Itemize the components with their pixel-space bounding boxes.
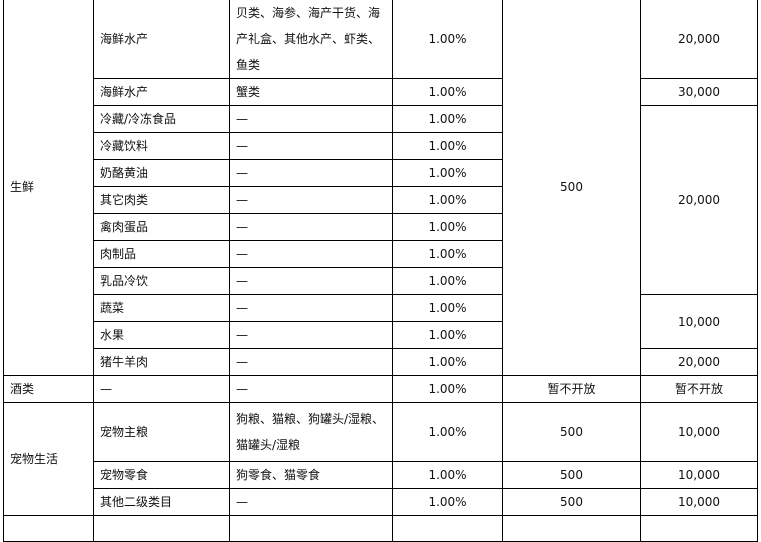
table-row: 其它肉类 — 1.00% bbox=[4, 186, 758, 214]
rate-cell: 1.00% bbox=[392, 0, 503, 79]
max-cell: 10,000 bbox=[640, 402, 758, 462]
subcategory-cell: 冷藏/冷冻食品 bbox=[93, 105, 230, 133]
subcategory-cell: 蔬菜 bbox=[93, 294, 230, 322]
max-cell: 暂不开放 bbox=[640, 375, 758, 403]
detail-cell: — bbox=[229, 294, 393, 322]
rate-cell: 1.00% bbox=[392, 132, 503, 160]
category-cell: 生鲜 bbox=[3, 0, 94, 376]
deposit-cell: 500 bbox=[502, 488, 641, 516]
rate-cell: 1.00% bbox=[392, 267, 503, 295]
table-row: 冷藏饮料 — 1.00% bbox=[4, 132, 758, 160]
detail-cell: 蟹类 bbox=[229, 78, 393, 106]
table-row-cut-off bbox=[3, 515, 758, 542]
detail-cell: — bbox=[229, 488, 393, 516]
rate-cell: 1.00% bbox=[392, 294, 503, 322]
detail-cell: — bbox=[229, 105, 393, 133]
subcategory-cell: 禽肉蛋品 bbox=[93, 213, 230, 241]
table-row: 宠物生活 宠物主粮 狗粮、猫粮、狗罐头/湿粮、猫罐头/湿粮 1.00% 500 … bbox=[3, 402, 758, 516]
max-cell: 10,000 bbox=[640, 294, 758, 349]
deposit-cell: 500 bbox=[502, 0, 641, 376]
table-row: 其他二级类目 — 1.00% 500 10,000 bbox=[4, 488, 758, 516]
table-row: 禽肉蛋品 — 1.00% bbox=[4, 213, 758, 241]
deposit-cell: 500 bbox=[502, 461, 641, 489]
subcategory-cell: — bbox=[93, 375, 230, 403]
subcategory-cell: 奶酪黄油 bbox=[93, 159, 230, 187]
detail-cell: — bbox=[229, 267, 393, 295]
detail-cell: — bbox=[229, 132, 393, 160]
rate-cell: 1.00% bbox=[392, 105, 503, 133]
deposit-cell: 暂不开放 bbox=[502, 375, 641, 403]
subcategory-cell: 其他二级类目 bbox=[93, 488, 230, 516]
detail-cell: — bbox=[229, 213, 393, 241]
max-cell: 20,000 bbox=[640, 105, 758, 295]
category-fee-table: 生鲜 海鲜水产 贝类、海参、海产干货、海产礼盒、其他水产、虾类、鱼类 1.00%… bbox=[3, 0, 758, 542]
table-row: 酒类 — — 1.00% 暂不开放 暂不开放 bbox=[3, 375, 758, 403]
rate-cell: 1.00% bbox=[392, 213, 503, 241]
max-cell: 10,000 bbox=[640, 461, 758, 489]
subcategory-cell: 肉制品 bbox=[93, 240, 230, 268]
max-cell: 20,000 bbox=[640, 0, 758, 79]
subcategory-cell: 猪牛羊肉 bbox=[93, 348, 230, 376]
max-cell: 20,000 bbox=[640, 348, 758, 376]
table-row: 奶酪黄油 — 1.00% bbox=[4, 159, 758, 187]
table-row: 肉制品 — 1.00% bbox=[4, 240, 758, 268]
detail-cell: 狗粮、猫粮、狗罐头/湿粮、猫罐头/湿粮 bbox=[229, 402, 393, 462]
rate-cell: 1.00% bbox=[392, 402, 503, 462]
rate-cell: 1.00% bbox=[392, 375, 503, 403]
rate-cell: 1.00% bbox=[392, 159, 503, 187]
subcategory-cell: 水果 bbox=[93, 321, 230, 349]
table-row: 猪牛羊肉 — 1.00% 20,000 bbox=[4, 348, 758, 376]
rate-cell: 1.00% bbox=[392, 186, 503, 214]
subcategory-cell: 冷藏饮料 bbox=[93, 132, 230, 160]
table-row: 宠物零食 狗零食、猫零食 1.00% 500 10,000 bbox=[4, 461, 758, 489]
subcategory-cell: 宠物零食 bbox=[93, 461, 230, 489]
category-cell: 酒类 bbox=[3, 375, 94, 403]
rate-cell: 1.00% bbox=[392, 321, 503, 349]
rate-cell: 1.00% bbox=[392, 461, 503, 489]
rate-cell: 1.00% bbox=[392, 78, 503, 106]
max-cell: 10,000 bbox=[640, 488, 758, 516]
subcategory-cell: 其它肉类 bbox=[93, 186, 230, 214]
table-row: 蔬菜 — 1.00% 10,000 bbox=[4, 294, 758, 349]
subcategory-cell: 宠物主粮 bbox=[93, 402, 230, 462]
rate-cell: 1.00% bbox=[392, 488, 503, 516]
subcategory-cell: 海鲜水产 bbox=[93, 0, 230, 79]
detail-cell: 贝类、海参、海产干货、海产礼盒、其他水产、虾类、鱼类 bbox=[229, 0, 393, 79]
deposit-cell: 500 bbox=[502, 402, 641, 462]
detail-cell: — bbox=[229, 159, 393, 187]
table-row: 海鲜水产 蟹类 1.00% 30,000 bbox=[4, 78, 758, 106]
table-row: 生鲜 海鲜水产 贝类、海参、海产干货、海产礼盒、其他水产、虾类、鱼类 1.00%… bbox=[3, 0, 758, 376]
detail-cell: — bbox=[229, 240, 393, 268]
detail-cell: — bbox=[229, 375, 393, 403]
detail-cell: — bbox=[229, 348, 393, 376]
detail-cell: — bbox=[229, 321, 393, 349]
table-row: 乳品冷饮 — 1.00% bbox=[4, 267, 758, 295]
max-cell: 30,000 bbox=[640, 78, 758, 106]
rate-cell: 1.00% bbox=[392, 240, 503, 268]
table-row: 水果 — 1.00% bbox=[4, 321, 758, 349]
rate-cell: 1.00% bbox=[392, 348, 503, 376]
detail-cell: — bbox=[229, 186, 393, 214]
category-cell: 宠物生活 bbox=[3, 402, 94, 516]
subcategory-cell: 海鲜水产 bbox=[93, 78, 230, 106]
detail-cell: 狗零食、猫零食 bbox=[229, 461, 393, 489]
subcategory-cell: 乳品冷饮 bbox=[93, 267, 230, 295]
table-row: 冷藏/冷冻食品 — 1.00% 20,000 bbox=[4, 105, 758, 295]
